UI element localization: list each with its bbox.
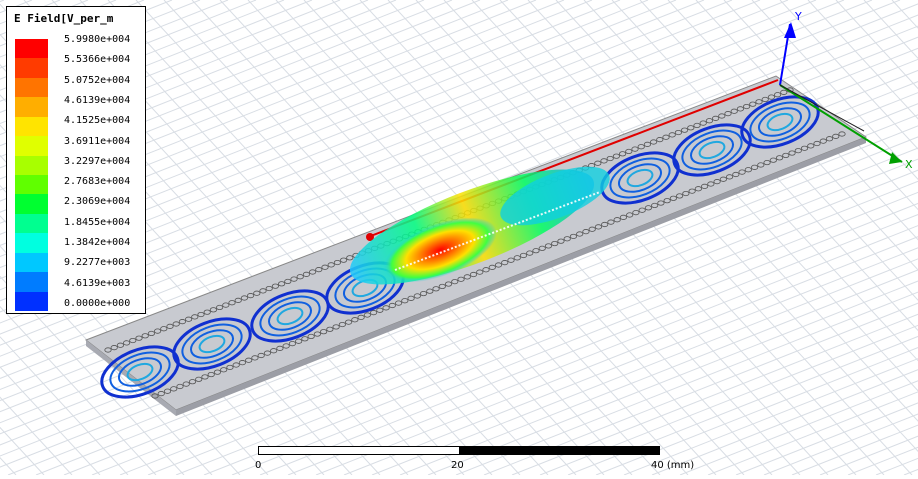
scale-segment-black <box>459 447 659 454</box>
legend-swatch <box>15 175 48 195</box>
y-axis-label: Y <box>794 10 802 23</box>
slab-red-marker <box>366 233 374 241</box>
legend-swatch <box>15 155 48 176</box>
legend-label: 5.0752e+004 <box>64 74 131 86</box>
x-axis-label: X <box>905 158 913 171</box>
slab-front-face <box>176 137 866 416</box>
scale-label-0: 0 <box>255 460 262 471</box>
legend-label: 4.1525e+004 <box>64 115 131 127</box>
x-axis-arrow <box>889 152 902 164</box>
slab-left-face <box>86 340 176 416</box>
legend-swatch <box>15 58 48 79</box>
legend-label: 2.3069e+004 <box>64 196 131 208</box>
legend-label: 1.8455e+004 <box>64 216 131 228</box>
legend-swatch <box>15 116 48 137</box>
legend-label: 3.2297e+004 <box>64 155 131 167</box>
z-axis-line <box>779 84 865 132</box>
legend-label: 5.5366e+004 <box>64 54 131 66</box>
legend-swatch <box>15 77 48 98</box>
field-hot-region <box>349 166 610 285</box>
legend-swatch <box>15 97 48 118</box>
scale-label-20: 20 <box>451 460 464 471</box>
coordinate-triad: Y X <box>779 10 913 171</box>
legend-label: 1.3842e+004 <box>64 237 131 248</box>
y-axis-arrow <box>784 22 796 38</box>
legend-swatch <box>15 194 48 215</box>
legend-label: 5.9980e+004 <box>64 34 131 45</box>
legend-swatch <box>15 136 48 157</box>
legend-color-bar <box>15 39 48 312</box>
legend-swatch <box>15 39 48 59</box>
legend-swatch <box>15 233 48 254</box>
scale-label-40: 40 (mm) <box>651 460 695 471</box>
legend-swatch <box>15 213 48 234</box>
legend-swatch <box>15 291 48 312</box>
scale-segment-white <box>259 447 459 454</box>
color-legend: E Field[V_per_m 5.9980e+004 5.5366e+004 5.… <box>6 6 146 314</box>
legend-label: 4.6139e+003 <box>64 277 131 289</box>
legend-swatch <box>15 252 48 273</box>
legend-title: E Field[V_per_m <box>14 12 114 25</box>
legend-label: 0.0000e+000 <box>64 297 131 309</box>
legend-label: 4.6139e+004 <box>64 94 131 106</box>
scale-bar <box>258 446 660 455</box>
x-axis-line <box>779 84 903 163</box>
legend-label: 3.6911e+004 <box>64 135 131 147</box>
legend-label: 9.2277e+003 <box>64 257 131 269</box>
legend-swatch <box>15 272 48 293</box>
field-cavities <box>100 95 820 399</box>
legend-label: 2.7683e+004 <box>64 176 131 188</box>
